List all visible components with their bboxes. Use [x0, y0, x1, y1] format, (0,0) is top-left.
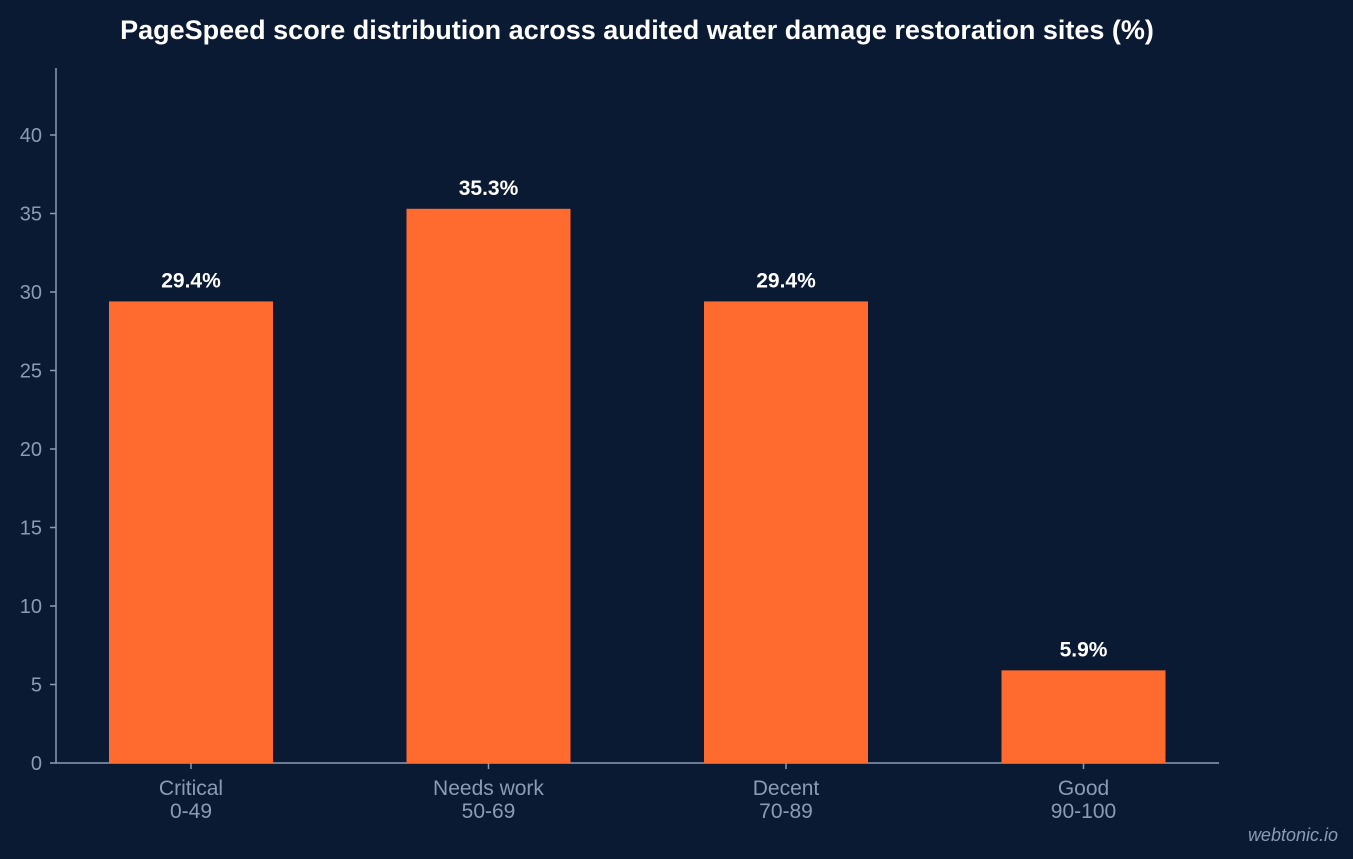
y-tick-label: 35 [20, 204, 42, 226]
y-tick-label: 10 [20, 596, 42, 618]
bar-value-label: 29.4% [161, 269, 221, 292]
y-tick-label: 15 [20, 518, 42, 540]
bar [1001, 670, 1166, 763]
data-labels: 29.4% 35.3% 29.4% 5.9% [161, 177, 1108, 662]
x-category-label: 90-100 [1051, 800, 1116, 823]
y-ticks: 0 5 10 15 20 25 30 35 40 [20, 125, 56, 775]
x-category-label: 70-89 [759, 800, 813, 823]
x-category-label: Good [1058, 777, 1109, 800]
watermark: webtonic.io [1248, 825, 1338, 845]
y-tick-label: 25 [20, 361, 42, 383]
y-tick-label: 30 [20, 282, 42, 304]
bar-value-label: 35.3% [459, 177, 519, 200]
bar [406, 208, 571, 764]
x-category-label: Critical [159, 777, 223, 800]
chart-title: PageSpeed score distribution across audi… [120, 15, 1154, 45]
x-category-label: 0-49 [170, 800, 212, 823]
y-tick-label: 40 [20, 125, 42, 147]
bar-value-label: 29.4% [756, 269, 816, 292]
bar-value-label: 5.9% [1060, 638, 1108, 661]
y-tick-label: 20 [20, 439, 42, 461]
y-tick-label: 0 [31, 753, 42, 775]
x-category-label: Decent [753, 777, 820, 800]
y-tick-label: 5 [31, 675, 42, 697]
x-category-label: 50-69 [462, 800, 516, 823]
bars [109, 208, 1166, 764]
bar [704, 301, 868, 763]
x-category-label: Needs work [433, 777, 544, 800]
bar [109, 301, 273, 763]
